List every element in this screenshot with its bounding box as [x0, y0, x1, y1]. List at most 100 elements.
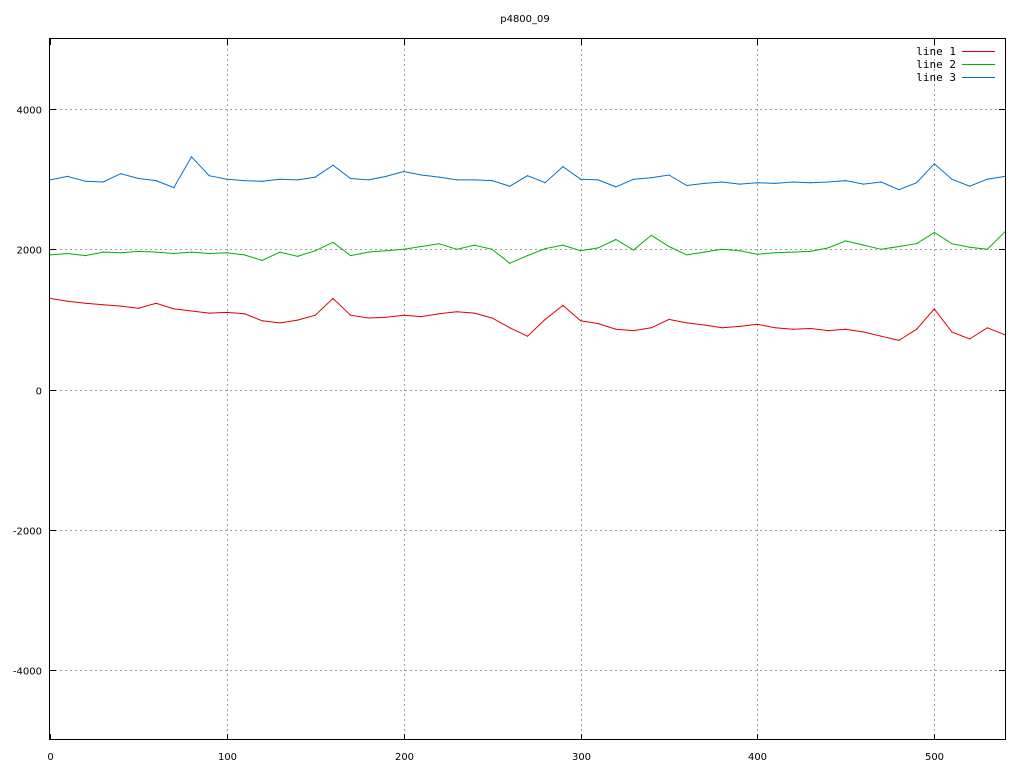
series-2-point	[739, 250, 741, 252]
series-2-point	[120, 252, 122, 254]
series-3-point	[668, 174, 670, 176]
y-tick-label: 2000	[17, 246, 42, 257]
series-3-point	[792, 181, 794, 183]
series-3-point	[509, 185, 511, 187]
series-3-point	[756, 182, 759, 184]
series-2-point	[916, 243, 918, 245]
series-2-point	[951, 243, 953, 245]
series-1-point	[67, 300, 69, 302]
series-1-point	[580, 320, 582, 322]
series-2-point	[190, 251, 193, 253]
plot-frame	[49, 38, 1006, 740]
series-3-point	[261, 180, 263, 182]
series-2-point	[686, 254, 688, 256]
series-2-point	[580, 250, 582, 252]
series-1-point	[703, 324, 706, 326]
series-2-point	[332, 241, 334, 243]
series-3-point	[137, 177, 139, 180]
series-2-point	[84, 255, 86, 257]
series-1-point	[721, 327, 723, 329]
series-3-point	[615, 186, 617, 188]
series-2-point	[986, 248, 988, 250]
series-2-point	[367, 251, 369, 253]
series-3-point	[208, 175, 210, 177]
series-1-point	[739, 325, 741, 327]
series-1-point	[120, 305, 122, 307]
x-tick-label: 400	[748, 752, 767, 763]
tick-layer: 0 100 200 300 400 500 -4000 -2000 0 2000 4000	[13, 39, 1005, 763]
series-2-point	[597, 247, 599, 249]
series-1-point	[562, 304, 564, 306]
series-3-point	[986, 178, 988, 180]
series-3-point	[721, 181, 723, 183]
series-1-point	[898, 339, 900, 341]
series-1-point	[261, 320, 263, 322]
series-2-point	[137, 250, 139, 252]
series-3-point	[385, 175, 387, 177]
x-tick-label: 500	[925, 752, 944, 763]
series-3-point	[526, 175, 529, 177]
series-1-point	[969, 338, 971, 340]
series-2-point	[438, 243, 440, 245]
series-2-point	[562, 244, 564, 246]
series-1-point	[102, 304, 104, 306]
series-3-point	[562, 166, 564, 168]
series-3-point	[898, 189, 900, 191]
series-1-point	[686, 322, 688, 324]
y-tick-label: 4000	[17, 106, 42, 117]
series-3-point	[332, 164, 334, 166]
series-3-point	[243, 180, 246, 182]
legend-label: line 1	[916, 45, 956, 58]
series-1-point	[615, 328, 617, 330]
series-1-point	[456, 311, 458, 313]
series-3-point	[473, 179, 475, 181]
series-2-point	[173, 252, 175, 255]
series-3-point	[84, 180, 86, 182]
series-1-point	[526, 335, 529, 337]
series-2-point	[297, 255, 299, 257]
series-2-point	[385, 250, 387, 252]
y-tick-label: -4000	[13, 667, 42, 678]
series-3-point	[686, 184, 688, 187]
series-1-point	[933, 308, 935, 310]
series-3-point	[226, 178, 228, 180]
series-1-point	[774, 327, 776, 329]
series-2-point	[668, 245, 670, 248]
series-2-point	[845, 240, 847, 242]
legend-label: line 3	[916, 71, 956, 84]
series-2-point	[403, 248, 405, 250]
series-1-point	[332, 297, 334, 299]
series-3-point	[827, 181, 829, 183]
x-tick-label: 200	[395, 752, 414, 763]
x-tick-label: 0	[47, 752, 53, 763]
series-3-point	[67, 175, 69, 177]
series-3-point	[862, 183, 865, 185]
series-2-point	[792, 251, 794, 253]
y-tick-label: 0	[36, 387, 42, 398]
series-1-point	[350, 314, 352, 316]
series-3-point	[650, 177, 652, 179]
series-3-point	[367, 179, 369, 181]
series-1-point	[809, 327, 812, 330]
series-1-point	[297, 319, 299, 321]
series-2-point	[615, 238, 617, 241]
series-1-point	[792, 328, 794, 330]
series-1-point	[491, 317, 493, 319]
series-2-point	[650, 234, 652, 236]
series-line-3	[49, 155, 1006, 191]
series-1-point	[226, 311, 228, 313]
series-2-point	[969, 246, 971, 248]
series-1-point	[314, 314, 316, 316]
series-2-point	[756, 253, 759, 255]
series-2-point	[721, 248, 723, 250]
series-3-point	[739, 183, 741, 185]
grid-layer	[50, 39, 1005, 740]
series-2-point	[208, 252, 210, 255]
series-3-point	[703, 182, 706, 184]
series-3-point	[951, 178, 953, 180]
series-3-point	[845, 180, 847, 182]
series-1-point	[155, 302, 157, 304]
series-2-point	[509, 262, 511, 264]
series-3-point	[491, 180, 493, 182]
